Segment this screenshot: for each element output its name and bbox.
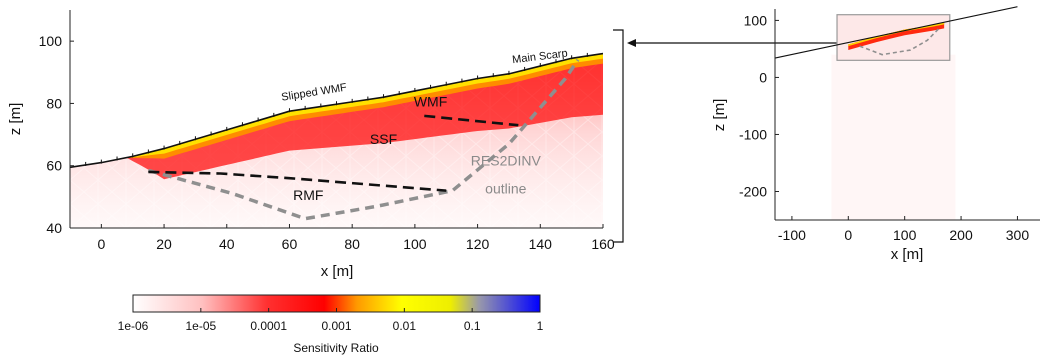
overview-outline: [859, 28, 940, 56]
overview-sensitivity-band: [848, 22, 945, 51]
x-tick-label: 0: [97, 236, 105, 252]
overview-y-ticks: -200 -100 0 100: [739, 12, 779, 199]
overview-x-tick-label: 0: [844, 227, 852, 243]
colorbar-tick-label: 0.01: [393, 319, 417, 333]
x-tick-label: 160: [591, 236, 615, 252]
x-tick-label: 40: [219, 236, 235, 252]
overview-y-axis-label: z [m]: [711, 99, 728, 132]
overview-x-tick-label: 200: [949, 227, 973, 243]
overview-x-axis-label: x [m]: [891, 246, 924, 263]
y-tick-label: 100: [39, 33, 63, 49]
overview-x-tick-label: -100: [778, 227, 806, 243]
main-plot: 0 20 40 60 80 100 120 140 160 40 60 80 100 x [m] z …: [7, 10, 615, 280]
x-tick-label: 140: [529, 236, 553, 252]
y-axis-ticks: 40 60 80 100: [39, 33, 74, 236]
annotation-ssf: SSF: [370, 131, 397, 147]
overview-x-tick-label: 300: [1006, 227, 1030, 243]
overview-y-tick-label: -100: [739, 126, 767, 142]
colorbar-tick-label: 0.0001: [250, 319, 287, 333]
colorbar-tick-label: 0.001: [321, 319, 351, 333]
x-axis-label: x [m]: [321, 263, 354, 280]
x-tick-label: 20: [156, 236, 172, 252]
overview-peak-band: [848, 22, 945, 47]
electrode-ticks: [85, 52, 588, 166]
y-tick-label: 60: [46, 158, 62, 174]
ssf-boundary-line: [148, 170, 447, 192]
annotation-rmf: RMF: [293, 187, 323, 203]
colorbar-tick-label: 1e-06: [118, 319, 149, 333]
y-tick-label: 40: [46, 220, 62, 236]
annotation-outline: outline: [485, 181, 526, 197]
overview-x-tick-label: 100: [893, 227, 917, 243]
y-axis-label: z [m]: [7, 103, 24, 136]
annotation-slipped-wmf: Slipped WMF: [281, 82, 348, 104]
overview-y-tick-label: 100: [744, 12, 768, 28]
zoom-bracket: [613, 29, 624, 243]
colorbar: 1e-06 1e-05 0.0001 0.001 0.01 0.1 1 Sensitivit…: [118, 294, 544, 355]
res2dinv-outline-line: [147, 58, 580, 221]
overview-content: [774, 6, 1018, 221]
colorbar-ticks: 1e-06 1e-05 0.0001 0.001 0.01 0.1 1: [118, 308, 544, 333]
x-tick-label: 120: [466, 236, 490, 252]
annotation-wmf: WMF: [414, 94, 447, 110]
overview-array-line: [774, 6, 1018, 59]
overview-y-tick-label: -200: [739, 183, 767, 199]
wmf-boundary-line: [424, 114, 519, 127]
colorbar-label: Sensitivity Ratio: [293, 341, 379, 355]
x-tick-label: 100: [403, 236, 427, 252]
overview-x-ticks: -100 0 100 200 300: [778, 216, 1029, 243]
colorbar-tick-label: 1e-05: [185, 319, 216, 333]
zoom-arrow-head: [627, 39, 636, 47]
overview-faint-sensitivity: [831, 54, 956, 221]
annotation-res2dinv: RES2DINV: [471, 153, 542, 169]
overview-y-tick-label: 0: [759, 69, 767, 85]
zoom-connector: [613, 29, 837, 243]
peak-sensitivity-band: [126, 53, 603, 158]
colorbar-tick-label: 1: [537, 319, 544, 333]
x-axis-ticks: 0 20 40 60 80 100 120 140 160: [97, 224, 615, 252]
x-tick-label: 80: [344, 236, 360, 252]
x-tick-label: 60: [282, 236, 298, 252]
y-tick-label: 80: [46, 95, 62, 111]
overview-plot: -100 0 100 200 300 -200 -100 0 100 x [m] z [m]: [711, 6, 1040, 263]
colorbar-tick-label: 0.1: [464, 319, 481, 333]
